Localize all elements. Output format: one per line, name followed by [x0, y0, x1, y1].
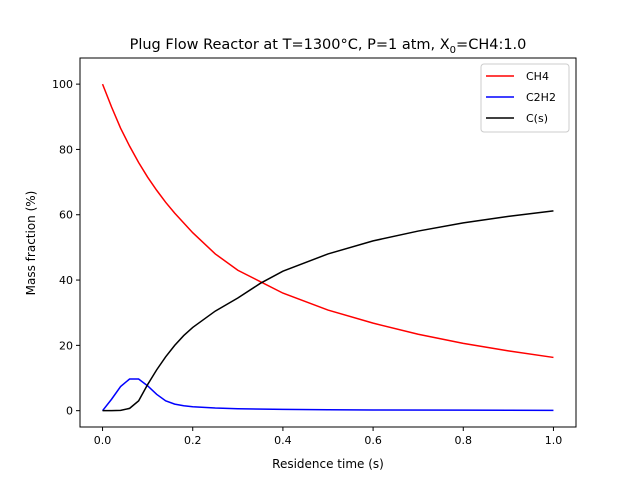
x-tick-label: 0.0	[94, 434, 112, 447]
y-axis-label: Mass fraction (%)	[24, 191, 38, 296]
chart-title: Plug Flow Reactor at T=1300°C, P=1 atm, …	[130, 37, 527, 56]
legend-label: CH4	[526, 70, 549, 83]
y-tick-label: 80	[59, 143, 73, 156]
y-tick-label: 60	[59, 209, 73, 222]
x-tick-label: 0.2	[184, 434, 202, 447]
plot-frame	[79, 57, 577, 428]
legend-label: C(s)	[526, 112, 548, 125]
series-line-c2h2	[101, 378, 554, 412]
legend-box	[480, 63, 570, 133]
y-tick-label: 20	[59, 339, 73, 352]
x-tick-label: 0.4	[274, 434, 292, 447]
y-tick-label: 0	[66, 405, 73, 418]
legend-label: C2H2	[526, 91, 556, 104]
legend: CH4 C2H2 C(s)	[480, 63, 570, 133]
x-tick-label: 0.8	[455, 434, 473, 447]
y-tick-label: 100	[52, 78, 73, 91]
series-line-ch4	[101, 83, 554, 359]
x-tick-label: 0.6	[364, 434, 382, 447]
x-tick-label: 1.0	[545, 434, 563, 447]
series-line-cs	[102, 210, 554, 412]
x-axis-label: Residence time (s)	[272, 457, 384, 471]
y-tick-label: 40	[59, 274, 73, 287]
